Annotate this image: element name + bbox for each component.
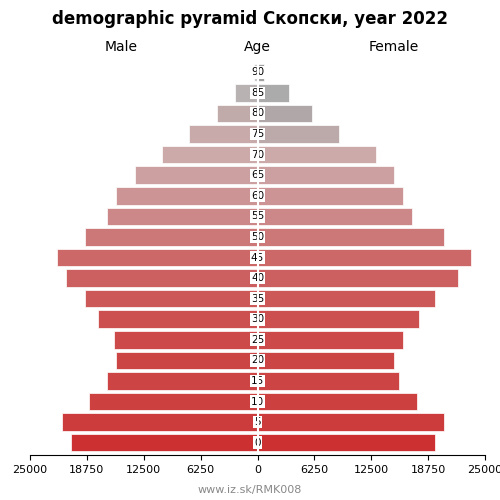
Bar <box>258 393 417 410</box>
Bar <box>258 146 376 164</box>
Bar <box>89 393 258 410</box>
Bar <box>254 64 258 81</box>
Bar <box>108 208 258 225</box>
Text: 50: 50 <box>251 232 264 242</box>
Bar <box>258 249 472 266</box>
Bar <box>71 434 258 452</box>
Bar <box>66 270 258 287</box>
Text: Male: Male <box>104 40 138 54</box>
Text: 90: 90 <box>251 68 264 78</box>
Text: 80: 80 <box>251 108 264 118</box>
Text: 25: 25 <box>251 335 264 345</box>
Bar <box>189 126 258 143</box>
Bar <box>258 228 444 246</box>
Text: Age: Age <box>244 40 271 54</box>
Text: 65: 65 <box>251 170 264 180</box>
Text: 55: 55 <box>251 212 264 222</box>
Text: 60: 60 <box>251 191 264 201</box>
Bar <box>258 208 412 225</box>
Text: 75: 75 <box>251 129 264 139</box>
Bar <box>258 187 403 204</box>
Bar <box>258 84 290 102</box>
Bar <box>84 290 258 308</box>
Text: 0: 0 <box>254 438 261 448</box>
Text: 85: 85 <box>251 88 264 98</box>
Bar <box>258 104 312 122</box>
Text: demographic pyramid Скопски, year 2022: demographic pyramid Скопски, year 2022 <box>52 10 448 28</box>
Bar <box>258 414 444 431</box>
Bar <box>216 104 258 122</box>
Bar <box>258 290 435 308</box>
Bar <box>258 331 403 348</box>
Bar <box>58 249 258 266</box>
Bar <box>116 352 258 369</box>
Bar <box>258 166 394 184</box>
Text: Female: Female <box>369 40 419 54</box>
Text: 15: 15 <box>251 376 264 386</box>
Bar <box>98 310 258 328</box>
Bar <box>134 166 258 184</box>
Bar <box>258 310 420 328</box>
Bar <box>258 352 394 369</box>
Text: 5: 5 <box>254 417 261 427</box>
Bar <box>62 414 258 431</box>
Bar <box>114 331 258 348</box>
Text: www.iz.sk/RMK008: www.iz.sk/RMK008 <box>198 485 302 495</box>
Bar <box>116 187 258 204</box>
Bar <box>258 64 264 81</box>
Bar <box>258 372 398 390</box>
Bar <box>162 146 258 164</box>
Bar <box>235 84 258 102</box>
Bar <box>108 372 258 390</box>
Text: 70: 70 <box>251 150 264 160</box>
Text: 40: 40 <box>251 273 264 283</box>
Bar <box>258 434 435 452</box>
Text: 10: 10 <box>251 396 264 406</box>
Text: 30: 30 <box>251 314 264 324</box>
Bar <box>84 228 258 246</box>
Text: 35: 35 <box>251 294 264 304</box>
Text: 20: 20 <box>251 356 264 366</box>
Bar <box>258 270 458 287</box>
Text: 45: 45 <box>251 252 264 262</box>
Bar <box>258 126 340 143</box>
